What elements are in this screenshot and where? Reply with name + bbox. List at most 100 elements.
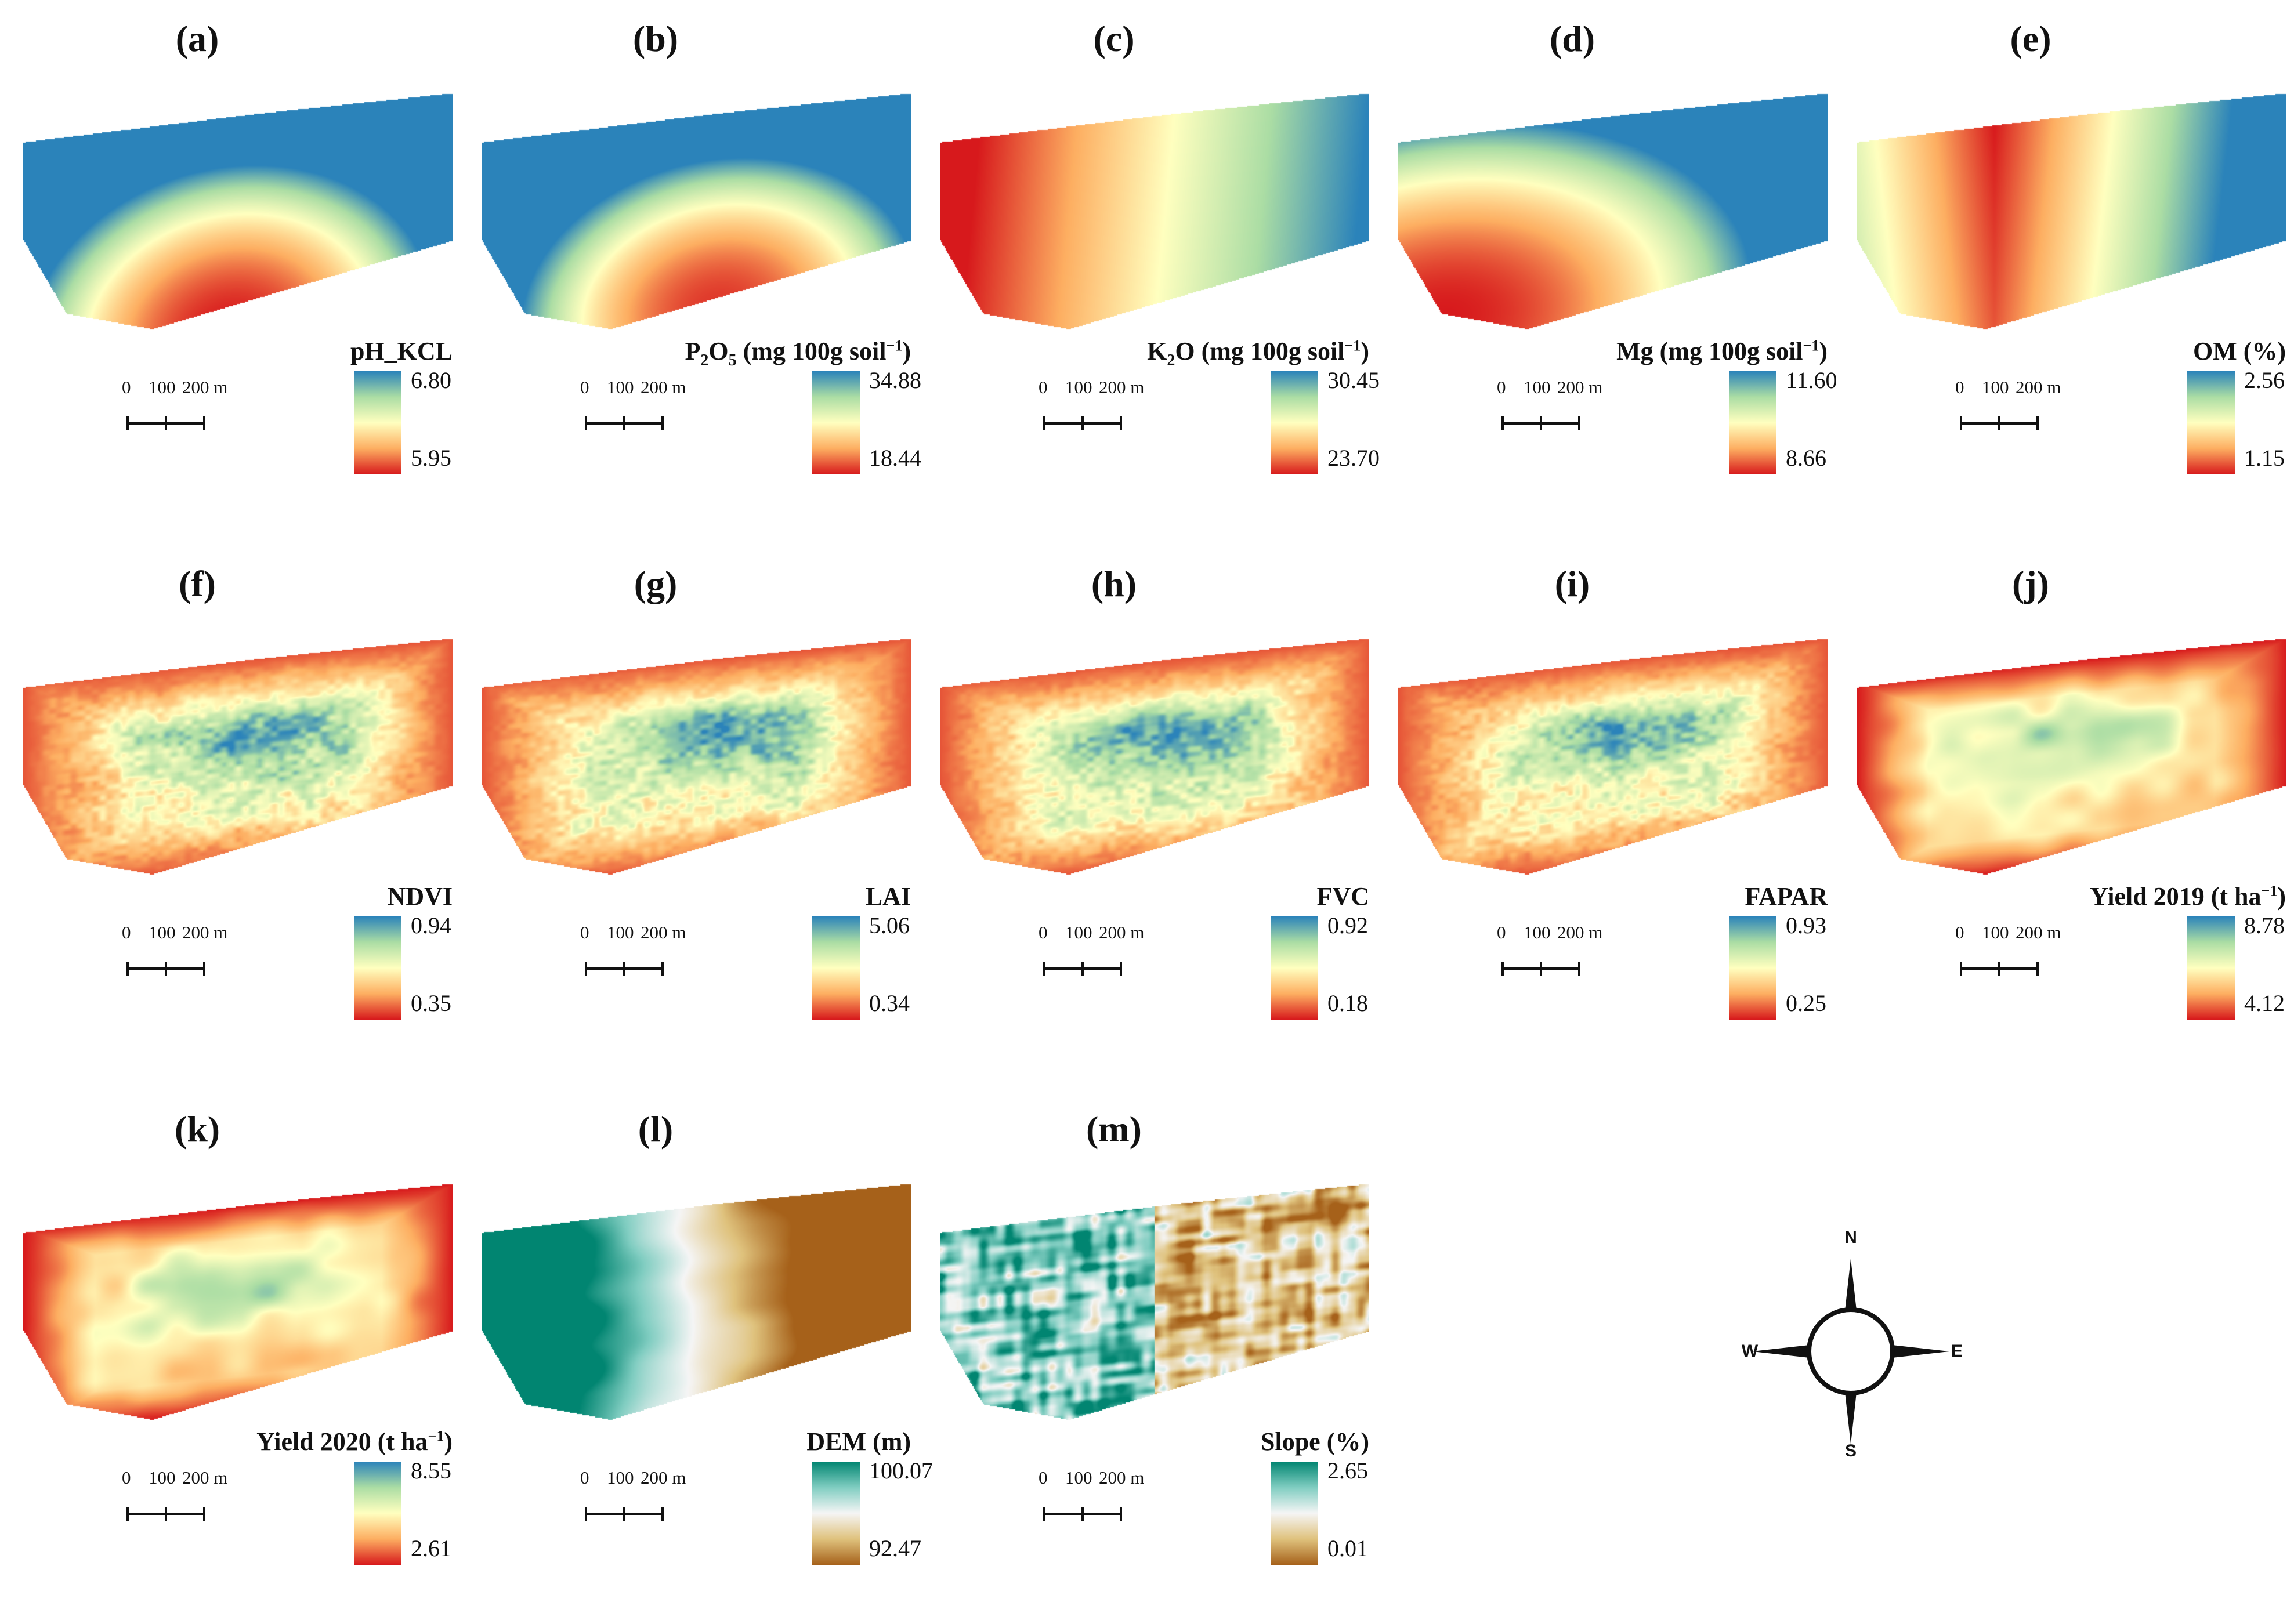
scale-tick [1120,416,1122,430]
scale-label: 0 [1039,1467,1048,1488]
scale-label: 200 m [1099,922,1145,942]
scale-bar: 0 100 200 m [1955,377,2129,441]
scale-label: 0 [1497,377,1506,397]
scale-label: 0 [122,922,131,942]
compass: N S W E [1717,1218,1984,1485]
scale-tick [203,416,205,430]
scale-label: 100 [149,1467,176,1488]
scale-tick [2036,416,2039,430]
legend-min-value: 0.01 [1327,1535,1368,1561]
scale-bar: 0 100 200 m [122,377,296,441]
scale-tick [165,1507,167,1521]
raster-map-m [940,1183,1369,1433]
panel-label: (e) [2010,18,2051,59]
legend-max-value: 8.55 [411,1458,451,1484]
raster-map-d [1398,93,1828,342]
panel-label: (g) [634,563,678,604]
legend-title: NDVI [387,882,453,911]
legend-min-value: 2.61 [411,1535,451,1561]
scale-label: 0 [1497,922,1506,942]
scale-label: 0 [580,922,589,942]
scale-label: 0 [1039,922,1048,942]
scale-tick [661,416,664,430]
panel-l: (l) DEM (m) 100.07 92.47 0 100 200 m [482,1090,934,1624]
scale-bar: 0 100 200 m [122,1467,296,1531]
scale-label: 200 m [1557,922,1603,942]
scale-tick [1960,416,1962,430]
scale-bar: 0 100 200 m [1039,922,1213,986]
scale-tick [661,1507,664,1521]
scale-label: 0 [1039,377,1048,397]
panel-a: (a) pH_KCL 6.80 5.95 0 100 200 m [23,0,476,534]
scale-tick [1120,1507,1122,1521]
scale-tick [1998,416,2000,430]
panel-label: (h) [1091,563,1137,604]
panel-label: (k) [174,1108,220,1150]
panel-label: (i) [1554,563,1590,604]
legend-min-value: 8.66 [1786,445,1826,471]
legend-title: pH_KCL [350,337,453,365]
legend-title: LAI [865,882,911,911]
scale-label: 100 [607,377,634,397]
scale-tick [1120,962,1122,976]
scale-label: 0 [580,1467,589,1488]
scale-tick [126,416,129,430]
panel-label: (m) [1086,1108,1142,1150]
legend-title: P2O5 (mg 100g soil−1) [685,337,911,369]
scale-tick [585,962,587,976]
raster-map-i [1398,638,1828,887]
legend-max-value: 2.65 [1327,1458,1368,1484]
legend-max-value: 6.80 [411,367,451,393]
raster-map-j [1857,638,2286,887]
raster-map-f [23,638,453,887]
scale-label: 100 [1982,377,2009,397]
legend-min-value: 5.95 [411,445,451,471]
panel-label: (f) [179,563,216,604]
scale-bar: 0 100 200 m [1039,1467,1213,1531]
color-bar-legend [1271,371,1318,474]
scale-tick [1043,1507,1045,1521]
color-bar-legend [1271,1462,1318,1565]
scale-label: 100 [607,922,634,942]
legend-max-value: 0.93 [1786,912,1826,938]
legend-title: K2O (mg 100g soil−1) [1147,337,1369,369]
color-bar-legend [812,1462,860,1565]
color-bar-legend [354,371,401,474]
color-bar-legend [354,1462,401,1565]
panel-d: (d) Mg (mg 100g soil−1) 11.60 8.66 0 100 200 m [1398,0,1851,534]
scale-tick [126,1507,129,1521]
scale-tick [623,416,625,430]
legend-title: FAPAR [1745,882,1828,911]
raster-map-b [482,93,911,342]
scale-bar: 0 100 200 m [122,922,296,986]
scale-label: 100 [149,922,176,942]
scale-label: 200 m [1099,1467,1145,1488]
scale-label: 200 m [1099,377,1145,397]
scale-bar: 0 100 200 m [580,377,754,441]
legend-min-value: 0.25 [1786,990,1826,1016]
legend-max-value: 8.78 [2244,912,2285,938]
color-bar-legend [1271,916,1318,1020]
raster-map-l [482,1183,911,1433]
scale-tick [585,1507,587,1521]
legend-title: Mg (mg 100g soil−1) [1616,337,1828,365]
legend-min-value: 0.18 [1327,990,1368,1016]
scale-label: 100 [1065,377,1092,397]
scale-tick [1578,962,1580,976]
scale-bar: 0 100 200 m [1497,922,1671,986]
scale-tick [1578,416,1580,430]
legend-max-value: 5.06 [869,912,910,938]
scale-tick [203,962,205,976]
scale-tick [623,1507,625,1521]
scale-label: 100 [1065,1467,1092,1488]
legend-min-value: 0.34 [869,990,910,1016]
scale-label: 200 m [1557,377,1603,397]
scale-label: 100 [1524,922,1551,942]
scale-label: 200 m [641,377,686,397]
raster-map-k [23,1183,453,1433]
legend-title: Slope (%) [1261,1427,1369,1456]
panel-label: (a) [175,18,219,59]
compass-east-label: E [1951,1342,1963,1361]
legend-max-value: 0.92 [1327,912,1368,938]
scale-label: 0 [580,377,589,397]
